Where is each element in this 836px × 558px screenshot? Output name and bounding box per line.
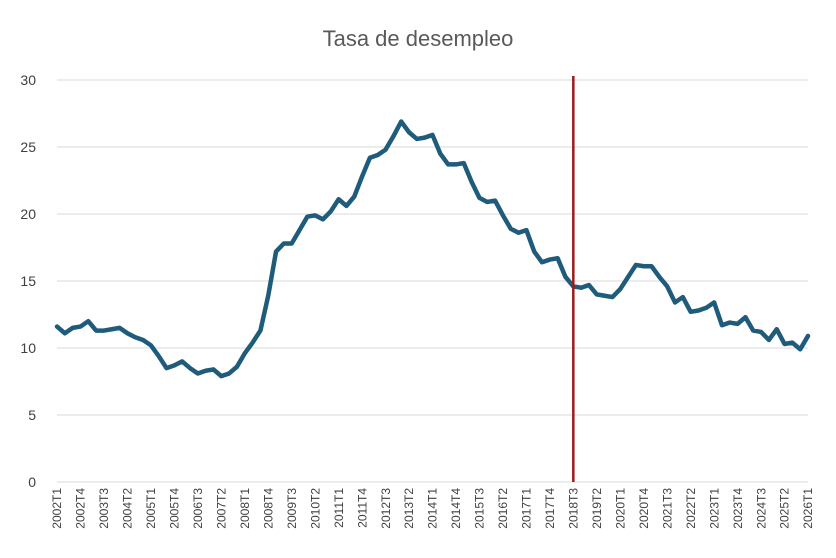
x-tick-label: 2019T2: [590, 488, 604, 529]
x-tick-label: 2013T2: [402, 488, 416, 529]
gridlines: [57, 79, 808, 483]
x-tick-label: 2008T1: [238, 488, 252, 529]
series-layer: [54, 119, 811, 379]
x-tick-label: 2023T4: [731, 488, 745, 529]
x-tick-label: 2002T4: [74, 488, 88, 529]
x-tick-label: 2018T3: [567, 488, 581, 529]
x-tick-label: 2010T2: [308, 488, 322, 529]
x-tick-label: 2004T2: [121, 488, 135, 529]
series-line: [54, 119, 811, 379]
y-tick-label: 15: [20, 273, 36, 289]
x-tick-label: 2020T1: [613, 488, 627, 529]
x-tick-label: 2012T3: [379, 488, 393, 529]
x-tick-label: 2023T1: [707, 488, 721, 529]
x-tick-label: 2022T2: [684, 488, 698, 529]
x-tick-label: 2017T4: [543, 488, 557, 529]
y-tick-label: 30: [20, 72, 36, 88]
y-tick-label: 5: [28, 407, 36, 423]
x-tick-label: 2002T1: [50, 488, 64, 529]
x-tick-label: 2016T2: [496, 488, 510, 529]
x-tick-label: 2008T4: [261, 488, 275, 529]
x-tick-label: 2021T3: [660, 488, 674, 529]
y-axis-ticks: 0 5 10 15 20 25 30: [20, 72, 36, 490]
x-tick-label: 2005T4: [168, 488, 182, 529]
x-axis-ticks: 2002T1 2002T4 2003T3 2004T2 2005T1 2005T4 2006…: [50, 488, 815, 529]
x-tick-label: 2011T1: [332, 488, 346, 528]
x-tick-label: 2015T3: [473, 488, 487, 529]
x-tick-label: 2007T2: [214, 488, 228, 529]
x-tick-label: 2009T3: [285, 488, 299, 529]
y-tick-label: 25: [20, 139, 36, 155]
x-tick-label: 2026T1: [801, 488, 815, 529]
x-tick-label: 2014T4: [449, 488, 463, 529]
x-tick-label: 2003T3: [97, 488, 111, 529]
x-tick-label: 2025T2: [778, 488, 792, 529]
x-tick-label: 2011T4: [355, 488, 369, 528]
x-tick-label: 2005T1: [144, 488, 158, 529]
x-tick-label: 2014T1: [426, 488, 440, 529]
x-tick-label: 2020T4: [637, 488, 651, 529]
y-tick-label: 20: [20, 206, 36, 222]
chart-title: Tasa de desempleo: [323, 26, 514, 51]
x-tick-label: 2017T1: [520, 488, 534, 529]
x-tick-label: 2006T3: [191, 488, 205, 529]
y-tick-label: 10: [20, 340, 36, 356]
y-tick-label: 0: [28, 474, 36, 490]
x-tick-label: 2024T3: [754, 488, 768, 529]
